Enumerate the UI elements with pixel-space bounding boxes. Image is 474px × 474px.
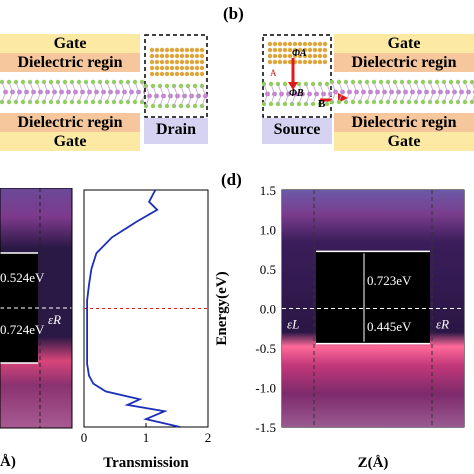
fermi-label-right: εR bbox=[436, 317, 449, 332]
phi-b-label: ΦB bbox=[289, 88, 304, 99]
fermi-label-left: εL bbox=[287, 317, 299, 332]
annotation-cb: 0.723eV bbox=[367, 273, 412, 288]
heatmap-ytick-label: 0.0 bbox=[260, 302, 276, 317]
right-dielectric-bottom: Dielectric regin bbox=[334, 113, 474, 132]
panel-label-b: (b) bbox=[223, 4, 244, 23]
left-dielectric-bottom: Dielectric regin bbox=[0, 113, 140, 132]
left-energy-lower: 0.724eV bbox=[0, 322, 45, 337]
left-energy-upper: 0.524eV bbox=[0, 270, 45, 285]
heatmap-ytick-label: -1.5 bbox=[255, 420, 276, 435]
annotation-vb: 0.445eV bbox=[367, 319, 412, 334]
transmission-xtick-label: 1 bbox=[143, 430, 150, 445]
transmission-xtick-label: 0 bbox=[81, 430, 88, 445]
heatmap-left-partial bbox=[0, 188, 73, 429]
heatmap-ytick-label: 0.5 bbox=[260, 262, 276, 277]
energy-heatmap: 1.5 1.0 0.5 0.0 -0.5 -1.0 -1.5 Energy(eV) Z(Å) 0… bbox=[214, 183, 465, 471]
left-xlabel-partial: Å) bbox=[0, 454, 16, 470]
left-gate-top: Gate bbox=[0, 34, 140, 53]
right-gate-bottom: Gate bbox=[334, 132, 474, 151]
source-contact: ΦA ΦB A bbox=[262, 34, 332, 118]
transmission-chart: 0 1 2 Transmission bbox=[81, 189, 212, 471]
drain-contact bbox=[144, 34, 208, 118]
heatmap-ytick-label: 1.5 bbox=[260, 183, 276, 198]
point-b-label: B bbox=[318, 98, 326, 110]
transmission-series-line bbox=[86, 189, 181, 428]
left-gate-bottom: Gate bbox=[0, 132, 140, 151]
left-channel-lattice bbox=[0, 79, 145, 105]
transmission-xtick-label: 2 bbox=[205, 430, 212, 445]
phi-a-label: ΦA bbox=[292, 48, 307, 59]
heatmap-ytick-label: -1.0 bbox=[255, 381, 276, 396]
heatmap-ytick-label: -0.5 bbox=[255, 341, 276, 356]
source-label: Source bbox=[262, 118, 332, 144]
right-channel-lattice bbox=[330, 79, 474, 105]
bandgap-region bbox=[316, 251, 430, 344]
left-dielectric-top: Dielectric regin bbox=[0, 53, 140, 72]
point-a-label: A bbox=[270, 68, 277, 78]
heatmap-ylabel: Energy(eV) bbox=[214, 271, 230, 345]
heatmap-xlabel: Z(Å) bbox=[358, 455, 389, 471]
panel-label-d: (d) bbox=[221, 170, 242, 189]
drain-label: Drain bbox=[144, 118, 208, 144]
right-dielectric-top: Dielectric regin bbox=[334, 53, 474, 72]
right-gate-top: Gate bbox=[334, 34, 474, 53]
left-fermi-r: εR bbox=[48, 312, 62, 327]
transmission-xlabel: Transmission bbox=[103, 455, 189, 471]
heatmap-ytick-label: 1.0 bbox=[260, 223, 276, 238]
